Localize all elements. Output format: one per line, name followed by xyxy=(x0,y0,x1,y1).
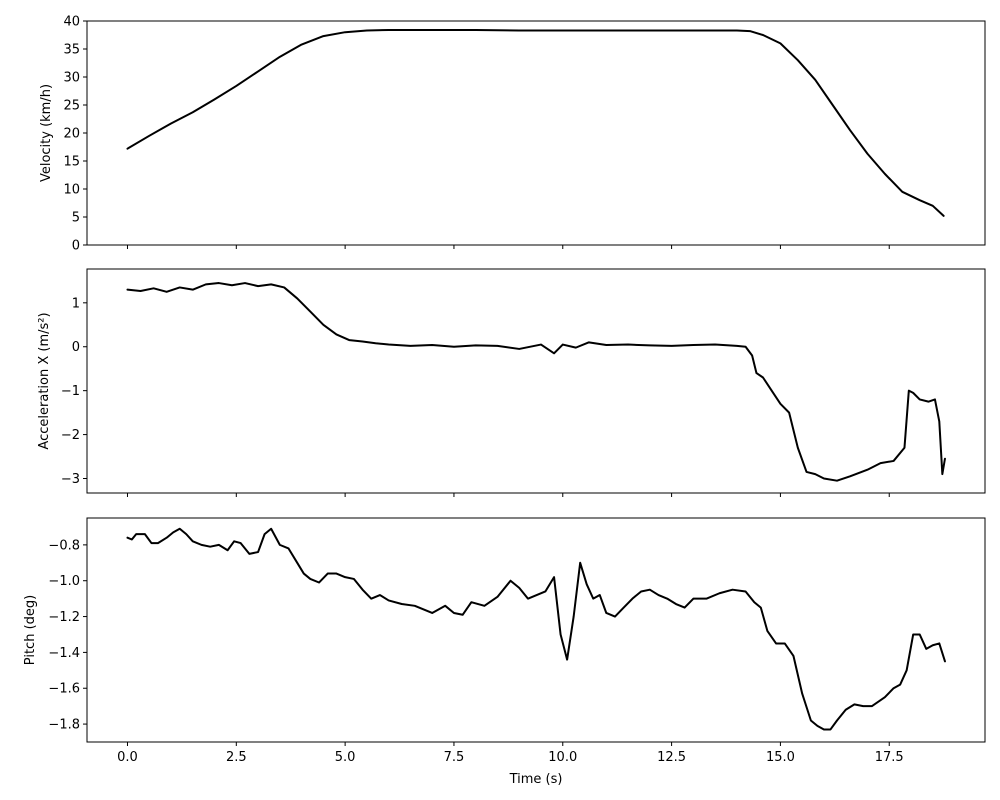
pitch-y-tick-label: −1.4 xyxy=(48,646,80,661)
velocity-panel: 0 5 10 15 20 25 30 35 40 Velocity (km/h) xyxy=(39,15,986,254)
acceleration-y-tick-label: 1 xyxy=(72,296,80,311)
pitch-x-tick-label: 15.0 xyxy=(766,750,795,765)
velocity-y-tick-label: 10 xyxy=(63,183,80,198)
velocity-y-axis-label: Velocity (km/h) xyxy=(39,84,54,182)
pitch-y-axis-label: Pitch (deg) xyxy=(23,595,38,665)
acceleration-series-line xyxy=(126,282,946,482)
acceleration-y-tick-label: −2 xyxy=(61,428,80,443)
pitch-y-tick-label: −1.6 xyxy=(48,682,80,697)
pitch-y-tick-label: −1.0 xyxy=(48,574,80,589)
pitch-panel: −1.8 −1.6 −1.4 −1.2 −1.0 −0.8 0.0 2.5 5.0 7.5 10.0… xyxy=(23,517,986,787)
velocity-y-tick-label: 40 xyxy=(63,15,80,30)
velocity-y-tick-label: 20 xyxy=(63,127,80,142)
acceleration-axes-frame xyxy=(86,268,986,494)
acceleration-y-tick-label: −1 xyxy=(61,384,80,399)
pitch-axes-frame xyxy=(86,517,986,743)
pitch-x-tick-label: 7.5 xyxy=(444,750,465,765)
pitch-x-tick-label: 12.5 xyxy=(657,750,686,765)
velocity-series-line xyxy=(126,28,945,217)
pitch-x-axis-label: Time (s) xyxy=(509,772,563,787)
pitch-x-tick-label: 5.0 xyxy=(335,750,356,765)
acceleration-y-axis-label: Acceleration X (m/s²) xyxy=(37,312,52,449)
pitch-x-tick-label: 17.5 xyxy=(875,750,904,765)
velocity-y-tick-label: 15 xyxy=(63,155,80,170)
velocity-y-tick-label: 0 xyxy=(72,239,80,254)
pitch-x-tick-label: 2.5 xyxy=(226,750,247,765)
pitch-y-tick-label: −0.8 xyxy=(48,538,80,553)
acceleration-panel: −3 −2 −1 0 1 Acceleration X (m/s²) xyxy=(37,268,986,497)
velocity-y-tick-label: 30 xyxy=(63,71,80,86)
velocity-axes-frame xyxy=(86,20,986,246)
pitch-y-tick-label: −1.8 xyxy=(48,718,80,733)
velocity-y-tick-label: 35 xyxy=(63,43,80,58)
acceleration-y-tick-label: 0 xyxy=(72,340,80,355)
velocity-y-tick-label: 5 xyxy=(72,211,80,226)
acceleration-y-tick-label: −3 xyxy=(61,472,80,487)
velocity-y-tick-label: 25 xyxy=(63,99,80,114)
pitch-x-tick-label: 10.0 xyxy=(548,750,577,765)
pitch-y-tick-label: −1.2 xyxy=(48,610,80,625)
pitch-series-line xyxy=(126,527,946,731)
pitch-x-tick-label: 0.0 xyxy=(117,750,138,765)
